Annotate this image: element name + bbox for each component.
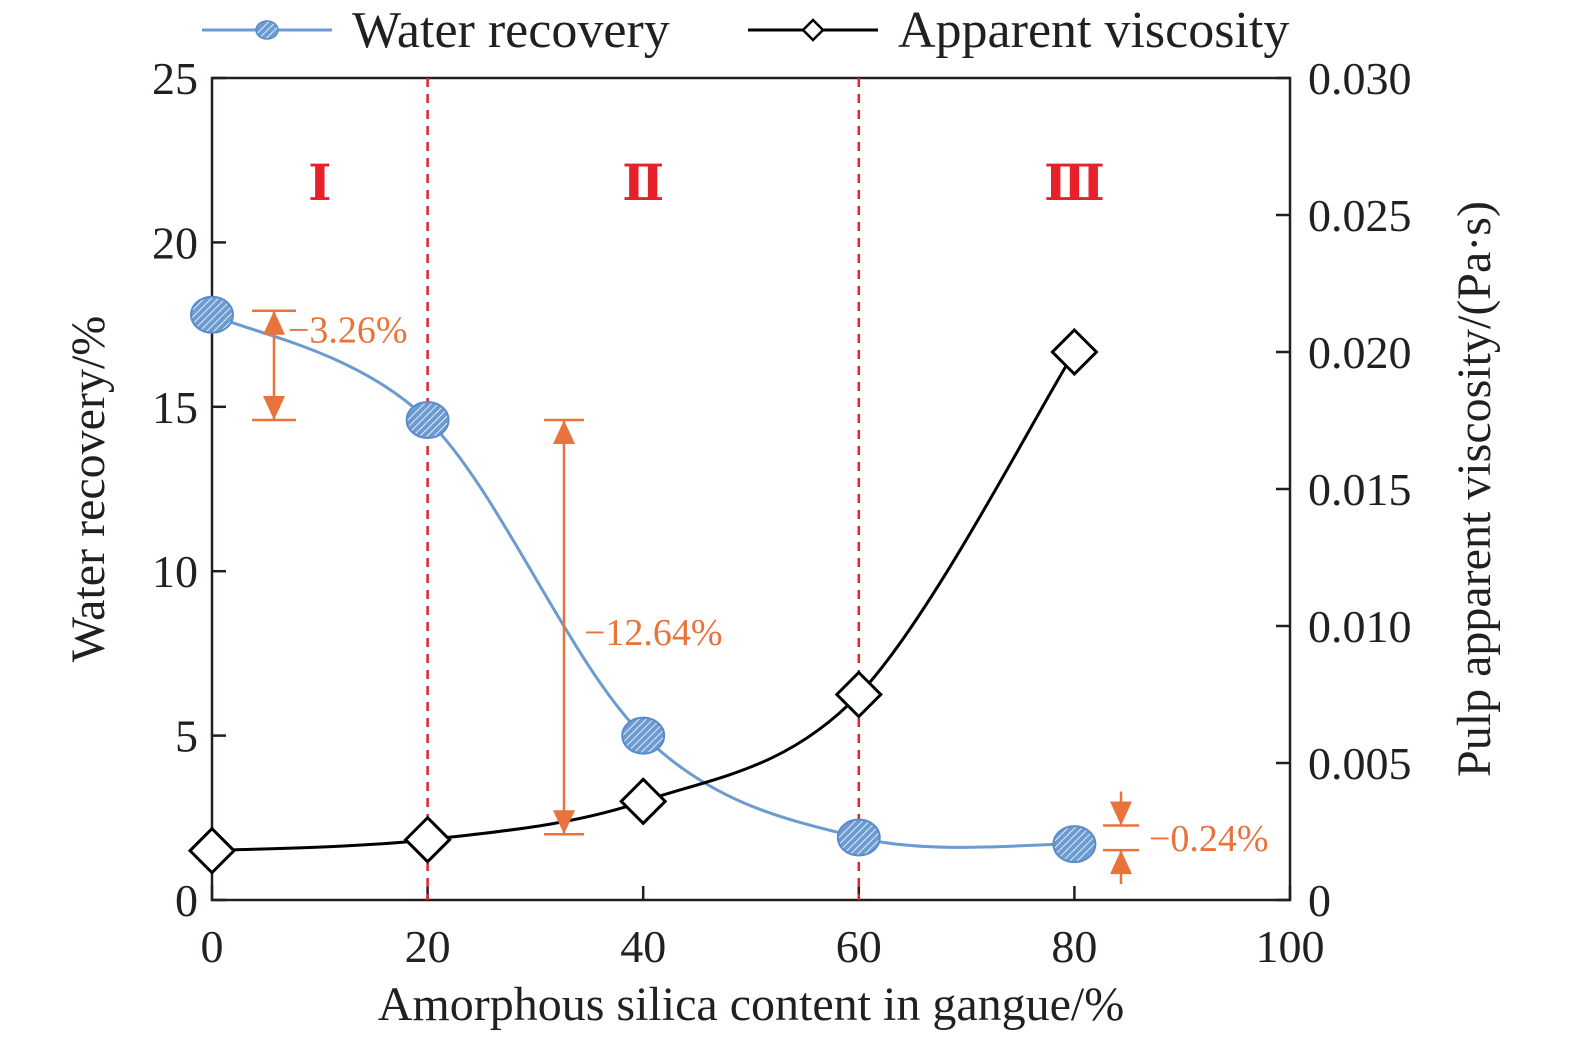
water-recovery-point [190,295,234,334]
annotation-label: −12.64% [584,612,723,654]
annotation-label: −0.24% [1149,818,1269,860]
x-tick-label: 60 [836,921,882,972]
region-label: Ⅰ [308,155,331,211]
y-tick-label: 20 [152,217,198,268]
annotation-arrow [1110,801,1132,826]
annotation-arrow [553,419,575,444]
x-tick-label: 80 [1051,921,1097,972]
region-label: Ⅱ [622,155,664,211]
legend-water-marker [255,20,279,40]
apparent-viscosity-point [834,670,883,719]
water-recovery-point [621,716,666,755]
y-axis-title: Water recovery/% [62,316,115,663]
water-recovery-point [836,818,881,857]
y2-tick-label: 0 [1308,875,1331,926]
apparent-viscosity-point [619,777,668,826]
water-recovery-point [405,400,450,439]
y-tick-label: 5 [175,711,198,762]
y-tick-label: 0 [175,875,198,926]
legend-viscosity-label: Apparent viscosity [898,2,1289,59]
x-tick-label: 40 [620,921,666,972]
x-tick-label: 20 [405,921,451,972]
region-label: Ⅲ [1044,155,1105,211]
legend-water-label: Water recovery [352,2,670,59]
apparent-viscosity-point [403,815,452,864]
plot-frame [210,76,1292,902]
annotation-label: −3.26% [288,310,408,352]
y2-tick-label: 0.020 [1308,327,1412,378]
y2-tick-label: 0.005 [1308,738,1412,789]
y2-tick-label: 0.030 [1308,53,1412,104]
water-recovery-line [211,313,1075,849]
y-tick-label: 10 [152,546,198,597]
y-tick-label: 25 [152,53,198,104]
apparent-viscosity-point [187,826,237,875]
y-tick-label: 15 [152,382,198,433]
annotation-arrow [1110,850,1132,875]
y2-axis-title: Pulp apparent viscosity/(Pa·s) [1448,201,1501,777]
annotation-arrow [263,310,285,335]
x-tick-label: 0 [201,921,224,972]
y2-tick-label: 0.015 [1308,464,1412,515]
water-recovery-point [1052,825,1097,864]
x-tick-label: 100 [1256,921,1325,972]
y2-tick-label: 0.010 [1308,601,1412,652]
annotation-arrow [553,810,575,835]
annotation-arrow [263,395,285,420]
apparent-viscosity-line [211,351,1076,853]
legend-viscosity-marker [801,18,825,42]
y2-tick-label: 0.025 [1308,190,1412,241]
x-axis-title: Amorphous silica content in gangue/% [378,978,1125,1031]
apparent-viscosity-point [1050,327,1099,377]
